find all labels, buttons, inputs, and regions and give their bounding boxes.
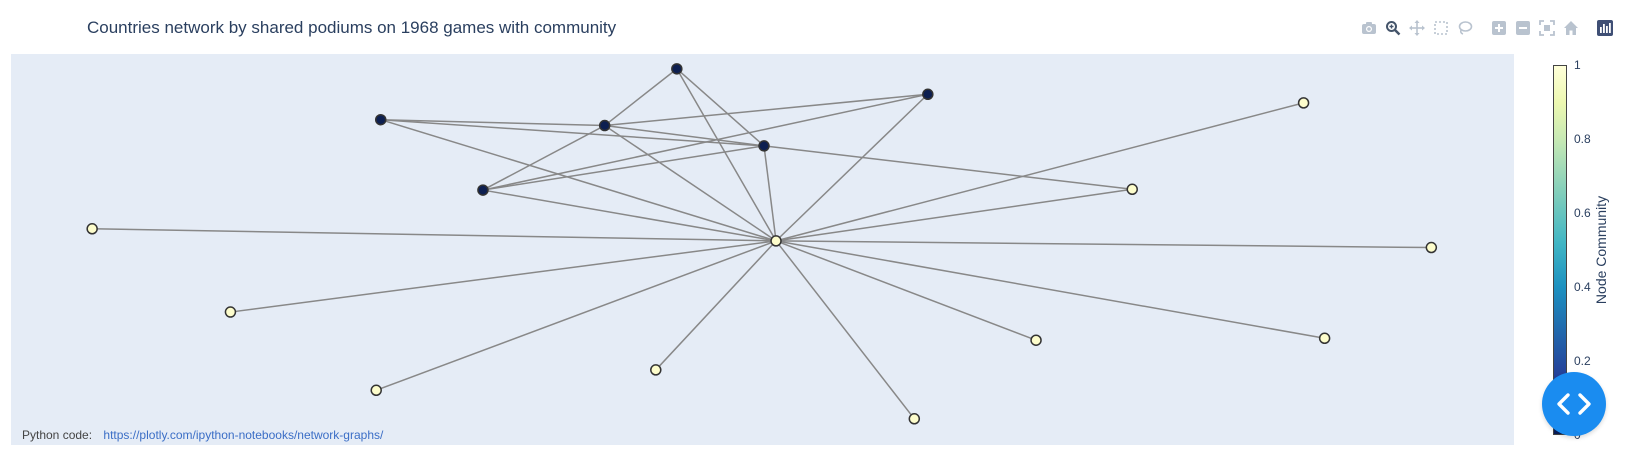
colorbar-tick-label: 0.8 [1574, 132, 1591, 146]
zoom-icon[interactable] [1381, 17, 1405, 39]
footer-label: Python code: [22, 428, 93, 442]
modebar [1357, 17, 1617, 39]
colorbar-tick-label: 0.4 [1574, 280, 1591, 294]
colorbar [1553, 65, 1567, 435]
reset-axes-icon[interactable] [1559, 17, 1583, 39]
box-select-icon[interactable] [1429, 17, 1453, 39]
camera-icon[interactable] [1357, 17, 1381, 39]
colorbar-tick-label: 0.2 [1574, 354, 1591, 368]
code-toggle-button[interactable] [1542, 372, 1606, 436]
zoom-out-icon[interactable] [1511, 17, 1535, 39]
python-code-link[interactable]: https://plotly.com/ipython-notebooks/net… [103, 428, 384, 442]
zoom-in-icon[interactable] [1487, 17, 1511, 39]
plot-area[interactable] [11, 54, 1514, 445]
pan-icon[interactable] [1405, 17, 1429, 39]
colorbar-tick-label: 0.6 [1574, 206, 1591, 220]
autoscale-icon[interactable] [1535, 17, 1559, 39]
footer-annotation: Python code: https://plotly.com/ipython-… [22, 428, 383, 442]
colorbar-tick-label: 1 [1574, 58, 1581, 72]
code-brackets-icon [1557, 393, 1591, 415]
lasso-icon[interactable] [1453, 17, 1477, 39]
chart-title: Countries network by shared podiums on 1… [87, 18, 617, 37]
plotly-logo-icon[interactable] [1593, 17, 1617, 39]
colorbar-title: Node Community [1593, 195, 1609, 305]
